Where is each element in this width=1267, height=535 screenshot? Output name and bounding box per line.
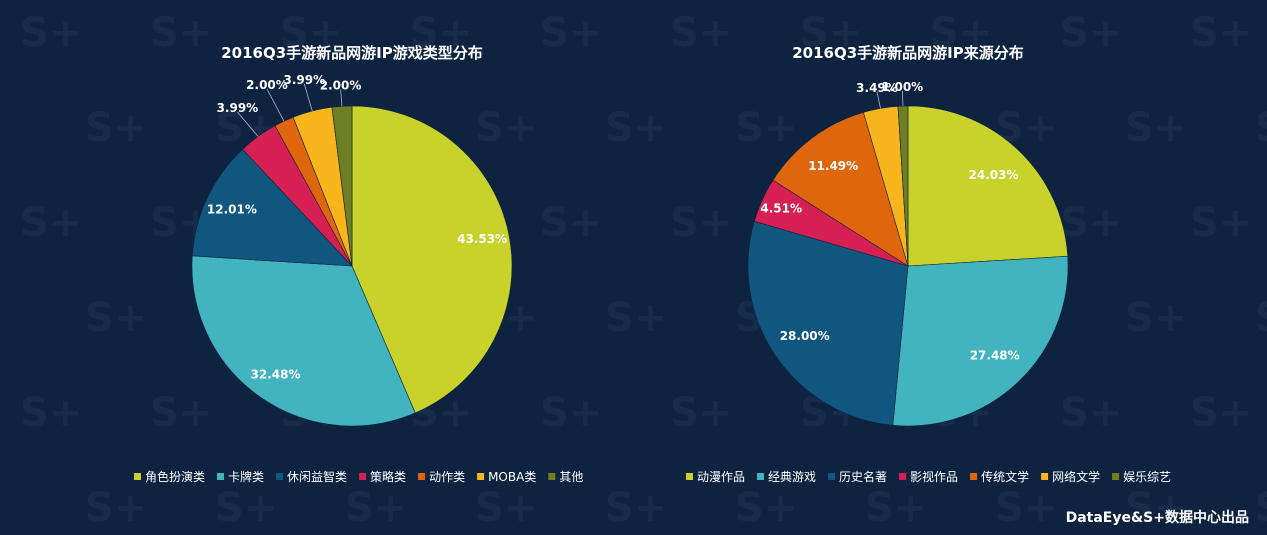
- slice-label: 3.49%: [856, 81, 898, 95]
- legend-swatch: [134, 473, 141, 480]
- pie-slice: [907, 105, 1069, 267]
- legend-label: MOBA类: [488, 470, 536, 484]
- label-leader-line: [901, 90, 904, 107]
- pie-slice: [351, 105, 513, 414]
- slice-label: 24.03%: [969, 168, 1019, 182]
- legend-label: 传统文学: [981, 469, 1029, 484]
- legend-swatch: [686, 473, 693, 480]
- legend-swatch: [548, 473, 556, 480]
- chart-title: 2016Q3手游新品网游IP来源分布: [792, 44, 1024, 62]
- label-leader-line: [340, 89, 343, 107]
- legend-label: 角色扮演类: [145, 469, 205, 484]
- legend-label: 娱乐综艺: [1123, 470, 1171, 484]
- slice-label: 27.48%: [970, 349, 1020, 363]
- slice-label: 28.00%: [780, 329, 830, 343]
- legend-swatch: [1112, 473, 1120, 480]
- legend-swatch: [217, 473, 225, 480]
- legend-label: 动漫作品: [697, 470, 745, 484]
- legend-label: 策略类: [370, 469, 406, 484]
- legend-swatch: [828, 473, 836, 480]
- label-leader-line: [237, 111, 259, 137]
- label-leader-line: [303, 83, 313, 112]
- legend-swatch: [276, 473, 284, 480]
- slice-label: 12.01%: [207, 202, 257, 216]
- legend-label: 影视作品: [910, 469, 958, 484]
- legend-swatch: [970, 473, 978, 480]
- legend-label: 经典游戏: [768, 470, 816, 484]
- slice-label: 2.00%: [320, 79, 362, 93]
- slice-label: 4.51%: [760, 202, 802, 216]
- legend-label: 其他: [559, 470, 583, 484]
- legend-label: 休闲益智类: [287, 469, 347, 484]
- slice-label: 43.53%: [457, 232, 507, 246]
- pie-slice: [892, 255, 1069, 427]
- slice-label: 11.49%: [808, 159, 858, 173]
- legend-swatch: [359, 473, 367, 480]
- pie-chart-1: 2016Q3手游新品网游IP游戏类型分布 43.53% 32.48% 12.01% 3.…: [134, 44, 583, 484]
- label-leader-line: [876, 91, 881, 109]
- legend-swatch: [757, 473, 765, 480]
- slice-label: 32.48%: [251, 368, 301, 382]
- pie-chart-2: 2016Q3手游新品网游IP来源分布 24.03% 27.48% 28.00% 4.51…: [686, 44, 1171, 484]
- pie-slice: [897, 105, 909, 267]
- legend-swatch: [899, 473, 907, 480]
- legend-label: 历史名著: [839, 469, 887, 484]
- legend-label: 卡牌类: [228, 470, 264, 484]
- slice-label: 3.99%: [217, 101, 259, 115]
- legend-swatch: [1041, 473, 1049, 480]
- pie-slice: [747, 220, 909, 426]
- pie-slice: [192, 148, 353, 267]
- legend-swatch: [418, 473, 426, 480]
- legend-swatch: [477, 473, 485, 480]
- label-leader-line: [266, 88, 285, 122]
- chart-title: 2016Q3手游新品网游IP游戏类型分布: [221, 44, 483, 62]
- pie-slice: [191, 255, 416, 427]
- pie-slice: [772, 111, 909, 267]
- legend-label: 网络文学: [1052, 469, 1100, 484]
- legend-label: 动作类: [429, 470, 465, 484]
- slice-label: 2.00%: [246, 78, 288, 92]
- slice-label: 3.99%: [283, 73, 325, 87]
- slice-label: 1.00%: [882, 80, 924, 94]
- footer-credit: DataEye&S+数据中心出品: [1065, 510, 1249, 526]
